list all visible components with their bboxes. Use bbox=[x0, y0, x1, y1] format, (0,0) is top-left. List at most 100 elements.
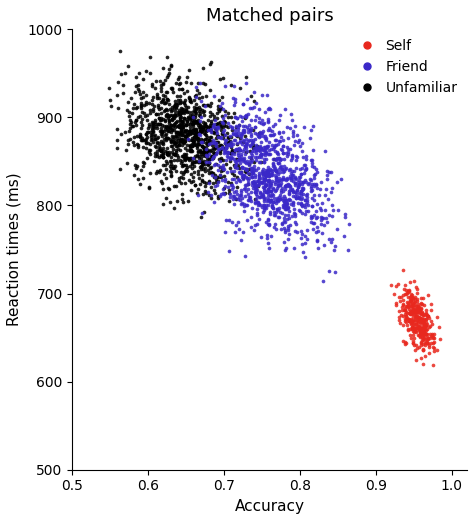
Point bbox=[246, 104, 254, 113]
Point bbox=[193, 189, 201, 197]
Point bbox=[197, 148, 204, 156]
Point bbox=[224, 133, 231, 142]
Point bbox=[264, 105, 271, 114]
Point bbox=[236, 155, 244, 163]
Point bbox=[274, 213, 282, 221]
Point bbox=[260, 150, 267, 158]
Point bbox=[287, 174, 294, 182]
Point bbox=[199, 138, 207, 146]
Point bbox=[303, 193, 310, 201]
Point bbox=[206, 122, 214, 131]
Point bbox=[229, 182, 237, 191]
Point bbox=[284, 204, 292, 212]
Point bbox=[170, 138, 178, 146]
Point bbox=[218, 143, 226, 152]
Point bbox=[175, 129, 182, 138]
Point bbox=[197, 158, 204, 166]
Point bbox=[221, 175, 229, 183]
Point bbox=[149, 119, 156, 128]
Point bbox=[283, 150, 290, 158]
Point bbox=[142, 100, 150, 108]
Point bbox=[155, 94, 163, 102]
Point bbox=[167, 152, 175, 160]
Point bbox=[189, 136, 196, 144]
Point bbox=[189, 140, 197, 148]
Point bbox=[214, 161, 221, 169]
Point bbox=[297, 169, 305, 178]
Point bbox=[401, 315, 409, 324]
Point bbox=[230, 109, 237, 117]
Point bbox=[182, 107, 190, 115]
Point bbox=[181, 132, 189, 140]
Point bbox=[294, 181, 301, 189]
Point bbox=[186, 142, 194, 150]
Point bbox=[409, 337, 417, 345]
Point bbox=[261, 175, 269, 183]
Point bbox=[221, 189, 229, 197]
Point bbox=[218, 176, 226, 184]
Point bbox=[222, 160, 229, 168]
Point bbox=[210, 92, 217, 101]
Point bbox=[307, 175, 314, 183]
Point bbox=[416, 330, 424, 338]
Point bbox=[142, 135, 150, 143]
Point bbox=[233, 187, 240, 195]
Point bbox=[146, 182, 153, 191]
Point bbox=[295, 180, 302, 188]
Point bbox=[193, 151, 201, 159]
Point bbox=[254, 220, 261, 228]
Point bbox=[262, 146, 269, 154]
Point bbox=[186, 119, 194, 128]
Point bbox=[319, 199, 326, 207]
Point bbox=[171, 110, 179, 119]
Point bbox=[255, 178, 263, 186]
Point bbox=[225, 197, 233, 205]
Point bbox=[285, 195, 292, 204]
Point bbox=[420, 324, 428, 332]
Point bbox=[243, 201, 250, 209]
Point bbox=[266, 244, 273, 252]
Point bbox=[259, 207, 266, 216]
Point bbox=[215, 145, 223, 153]
Point bbox=[168, 103, 176, 111]
Point bbox=[155, 168, 163, 177]
Point bbox=[264, 167, 271, 176]
Point bbox=[286, 182, 293, 191]
Point bbox=[278, 165, 285, 173]
Point bbox=[218, 154, 225, 162]
Point bbox=[419, 340, 427, 348]
Point bbox=[275, 116, 283, 124]
Point bbox=[402, 307, 410, 316]
Point bbox=[282, 199, 290, 207]
Point bbox=[231, 126, 238, 134]
Point bbox=[230, 167, 237, 176]
Point bbox=[166, 135, 174, 143]
Point bbox=[221, 146, 229, 155]
Point bbox=[260, 206, 267, 214]
Point bbox=[262, 166, 270, 174]
Point bbox=[279, 201, 287, 209]
Point bbox=[171, 123, 179, 131]
Point bbox=[158, 179, 165, 187]
Point bbox=[160, 138, 167, 146]
Point bbox=[408, 317, 416, 325]
Point bbox=[218, 130, 226, 139]
Point bbox=[221, 131, 229, 139]
Point bbox=[191, 125, 199, 133]
Point bbox=[411, 315, 419, 324]
Point bbox=[303, 235, 311, 244]
Point bbox=[160, 185, 167, 193]
Point bbox=[407, 334, 415, 342]
Point bbox=[410, 339, 417, 348]
Point bbox=[193, 119, 201, 127]
Point bbox=[265, 104, 273, 113]
Point bbox=[307, 126, 315, 134]
Point bbox=[302, 200, 310, 208]
Point bbox=[252, 146, 259, 154]
Point bbox=[209, 169, 216, 178]
Point bbox=[412, 302, 420, 310]
Point bbox=[198, 159, 205, 167]
Point bbox=[132, 72, 140, 81]
Point bbox=[177, 135, 185, 143]
Point bbox=[195, 152, 203, 160]
